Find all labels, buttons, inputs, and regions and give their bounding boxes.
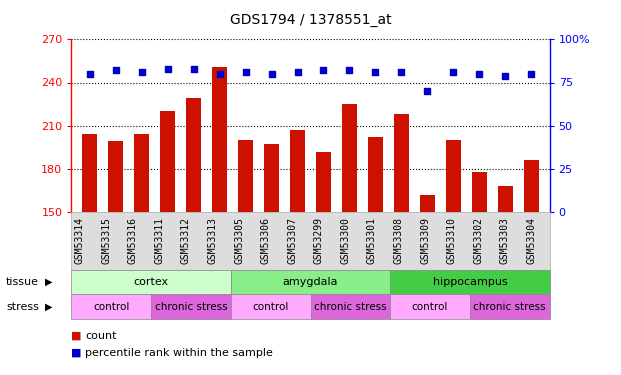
Text: GSM53300: GSM53300: [340, 217, 350, 264]
Point: [371, 69, 381, 75]
Point: [345, 68, 355, 74]
Text: ■: ■: [71, 348, 82, 357]
Point: [137, 69, 147, 75]
Point: [215, 71, 225, 77]
Bar: [212, 67, 227, 212]
Text: percentile rank within the sample: percentile rank within the sample: [85, 348, 273, 357]
Point: [527, 71, 537, 77]
Text: tissue: tissue: [6, 277, 39, 287]
Bar: [108, 141, 124, 212]
Text: ▶: ▶: [45, 302, 52, 312]
Text: GSM53312: GSM53312: [181, 217, 191, 264]
Text: stress: stress: [6, 302, 39, 312]
Text: GSM53310: GSM53310: [446, 217, 456, 264]
Text: GSM53311: GSM53311: [155, 217, 165, 264]
Point: [189, 66, 199, 72]
Text: chronic stress: chronic stress: [473, 302, 546, 312]
Bar: [82, 134, 97, 212]
Bar: [420, 195, 435, 212]
Point: [163, 66, 173, 72]
Bar: [394, 114, 409, 212]
Point: [292, 69, 302, 75]
Text: amygdala: amygdala: [283, 277, 338, 287]
Bar: [524, 160, 539, 212]
Bar: [186, 98, 201, 212]
Point: [266, 71, 276, 77]
Text: ■: ■: [71, 331, 82, 340]
Bar: [238, 140, 253, 212]
Point: [396, 69, 406, 75]
Point: [240, 69, 250, 75]
Bar: [315, 152, 331, 212]
Point: [501, 73, 510, 79]
Point: [84, 71, 94, 77]
Text: count: count: [85, 331, 117, 340]
Bar: [446, 140, 461, 212]
Text: GSM53303: GSM53303: [500, 217, 510, 264]
Bar: [368, 137, 383, 212]
Bar: [471, 172, 487, 212]
Text: ▶: ▶: [45, 277, 52, 287]
Bar: [160, 111, 175, 212]
Text: GSM53316: GSM53316: [128, 217, 138, 264]
Point: [111, 68, 120, 74]
Text: control: control: [412, 302, 448, 312]
Text: GSM53302: GSM53302: [473, 217, 483, 264]
Text: GSM53307: GSM53307: [288, 217, 297, 264]
Text: chronic stress: chronic stress: [314, 302, 387, 312]
Bar: [134, 134, 150, 212]
Point: [319, 68, 329, 74]
Text: GSM53301: GSM53301: [367, 217, 377, 264]
Text: GSM53314: GSM53314: [75, 217, 84, 264]
Text: GDS1794 / 1378551_at: GDS1794 / 1378551_at: [230, 13, 391, 27]
Text: GSM53308: GSM53308: [394, 217, 404, 264]
Bar: [290, 130, 306, 212]
Text: GSM53306: GSM53306: [261, 217, 271, 264]
Text: control: control: [93, 302, 129, 312]
Bar: [264, 144, 279, 212]
Text: GSM53309: GSM53309: [420, 217, 430, 264]
Text: hippocampus: hippocampus: [432, 277, 507, 287]
Text: GSM53304: GSM53304: [527, 217, 537, 264]
Bar: [497, 186, 513, 212]
Point: [422, 88, 432, 94]
Point: [448, 69, 458, 75]
Text: GSM53305: GSM53305: [234, 217, 244, 264]
Point: [474, 71, 484, 77]
Text: GSM53315: GSM53315: [101, 217, 111, 264]
Text: cortex: cortex: [134, 277, 169, 287]
Text: GSM53299: GSM53299: [314, 217, 324, 264]
Text: GSM53313: GSM53313: [207, 217, 217, 264]
Text: control: control: [253, 302, 289, 312]
Text: chronic stress: chronic stress: [155, 302, 227, 312]
Bar: [342, 104, 357, 212]
